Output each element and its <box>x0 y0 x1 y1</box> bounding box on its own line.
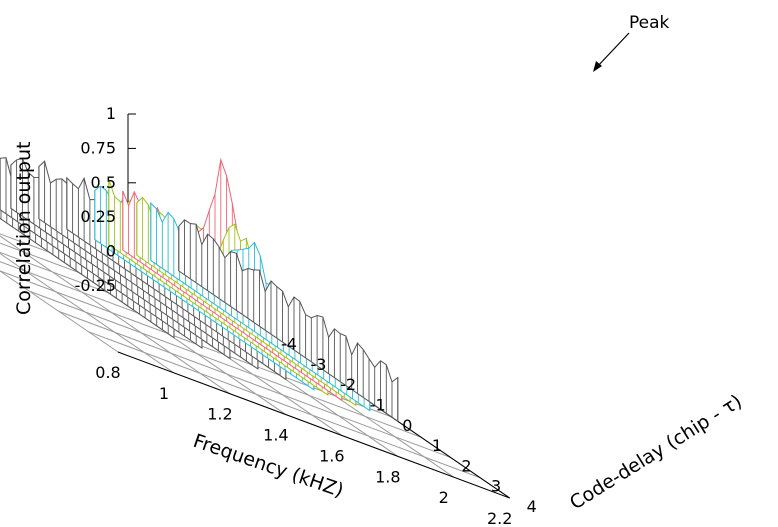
x-tick-label-7: 2.2 <box>487 509 512 527</box>
z-tick-label-5: 1 <box>106 104 116 123</box>
y-tick-label-7: 3 <box>491 477 501 496</box>
y-tick-label-3: -1 <box>370 396 386 415</box>
y-tick-label-4: 0 <box>402 416 412 435</box>
z-tick-label-0: -0.25 <box>75 276 116 295</box>
y-tick-label-8: 4 <box>527 497 537 516</box>
x-tick-label-4: 1.6 <box>319 446 344 465</box>
y-tick-label-6: 2 <box>461 456 471 475</box>
grid-line-x-0 <box>0 270 119 353</box>
tick-labels: -0.25 0 0.25 0.5 0.75 1 0.8 1 1.2 1.4 1.6 1.8 2 2.2 -4… <box>75 104 537 527</box>
grid-line-y-6 <box>58 310 451 458</box>
grid-line-y-5 <box>29 290 422 438</box>
data-slices <box>0 157 399 423</box>
z-tick-label-1: 0 <box>106 242 116 261</box>
x-tick-label-1: 1 <box>159 384 169 403</box>
y-tick-label-5: 1 <box>432 436 442 455</box>
x-tick-label-3: 1.4 <box>263 426 288 445</box>
x-tick-label-5: 1.8 <box>375 467 400 486</box>
x-tick-label-0: 0.8 <box>95 363 120 382</box>
y-tick-label-0: -4 <box>281 335 297 354</box>
x-tick-label-6: 2 <box>439 488 449 507</box>
slice-10 <box>178 219 399 423</box>
y-tick-label-2: -2 <box>340 375 356 394</box>
x-axis-line <box>117 351 510 499</box>
z-tick-label-3: 0.5 <box>91 173 116 192</box>
x-tick-label-2: 1.2 <box>207 405 232 424</box>
grid-line-y-7 <box>88 331 481 479</box>
peak-annotation-arrow <box>595 32 630 69</box>
z-tick-label-4: 0.75 <box>80 138 116 157</box>
y-tick-label-1: -3 <box>311 355 327 374</box>
peak-annotation-label: Peak <box>629 13 670 33</box>
z-axis-label: Correlation output <box>13 142 35 315</box>
peak-arrowhead <box>593 61 602 72</box>
y-axis-label: Code-delay (chip - τ) <box>566 390 746 514</box>
z-tick-label-2: 0.25 <box>80 207 116 226</box>
